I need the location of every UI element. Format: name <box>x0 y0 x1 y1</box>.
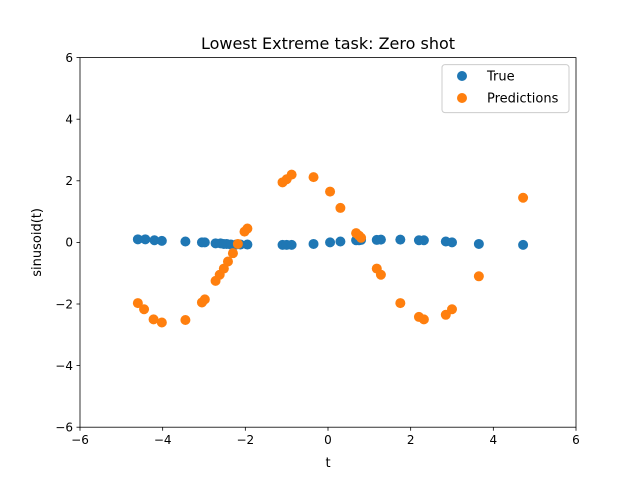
legend: True Predictions <box>441 64 570 114</box>
y-tick-label: −4 <box>55 359 73 373</box>
prediction-point <box>308 172 319 183</box>
true-point <box>395 234 406 245</box>
legend-label-predictions: Predictions <box>487 92 559 107</box>
prediction-point <box>199 294 210 305</box>
x-tick-label: 6 <box>572 433 580 447</box>
true-point <box>286 239 297 250</box>
y-tick-label: −6 <box>55 421 73 435</box>
prediction-point <box>286 169 297 180</box>
prediction-point <box>232 238 243 249</box>
prediction-point <box>473 271 484 282</box>
true-point <box>149 235 160 246</box>
true-point <box>156 235 167 246</box>
prediction-point <box>148 314 159 325</box>
prediction-point <box>325 186 336 197</box>
y-tick-label: 4 <box>65 113 73 127</box>
true-point <box>242 239 253 250</box>
x-tick-label: −2 <box>236 433 254 447</box>
prediction-point <box>447 304 457 315</box>
x-tick-label: 4 <box>490 433 498 447</box>
true-point <box>140 234 151 245</box>
y-tick-label: 2 <box>65 174 73 188</box>
legend-label-true: True <box>486 70 515 85</box>
chart-title: Lowest Extreme task: Zero shot <box>201 34 455 53</box>
prediction-point <box>180 315 191 326</box>
x-tick-label: 2 <box>407 433 415 447</box>
prediction-point <box>132 298 143 309</box>
y-tick-label: 6 <box>65 51 73 65</box>
true-point <box>308 238 319 249</box>
legend-box <box>441 64 570 114</box>
prediction-point <box>335 202 346 213</box>
prediction-point <box>227 248 238 259</box>
true-point <box>132 234 143 245</box>
true-point <box>375 234 386 245</box>
true-point <box>418 235 429 246</box>
plot-frame <box>79 57 577 428</box>
legend-marker-predictions <box>457 93 467 103</box>
x-axis-label: t <box>325 456 330 471</box>
prediction-point <box>418 314 429 325</box>
prediction-point <box>375 269 386 280</box>
true-point <box>180 236 191 247</box>
prediction-point <box>518 192 529 203</box>
x-tick-label: −6 <box>71 433 89 447</box>
x-tick-label: 0 <box>324 433 332 447</box>
true-point <box>473 238 484 249</box>
prediction-point <box>356 232 367 243</box>
true-point <box>335 236 346 247</box>
prediction-point <box>242 223 253 234</box>
y-axis-ticks: −6 −4 −2 0 2 4 6 <box>55 51 80 435</box>
true-point <box>447 237 457 248</box>
legend-marker-true <box>457 71 467 81</box>
prediction-point <box>222 256 233 267</box>
prediction-point <box>139 304 150 315</box>
y-tick-label: 0 <box>65 236 73 250</box>
series-predictions-points <box>132 169 529 328</box>
x-tick-label: −4 <box>154 433 172 447</box>
true-point <box>518 239 529 250</box>
true-point <box>199 237 210 248</box>
y-tick-label: −2 <box>55 297 73 311</box>
true-point <box>325 237 336 248</box>
y-axis-label: sinusoid(t) <box>30 208 45 277</box>
prediction-point <box>395 298 406 309</box>
x-axis-ticks: −6 −4 −2 0 2 4 6 <box>71 427 580 447</box>
prediction-point <box>156 317 167 328</box>
